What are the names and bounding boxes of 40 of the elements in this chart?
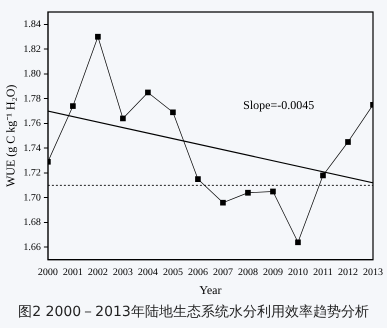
x-tick-label: 2003 bbox=[112, 267, 133, 278]
point bbox=[145, 90, 151, 96]
y-tick-label: 1.80 bbox=[23, 68, 41, 80]
x-tick-label: 2005 bbox=[162, 267, 183, 278]
x-tick-label: 2012 bbox=[338, 267, 358, 278]
x-tick-label: 2000 bbox=[38, 267, 58, 278]
y-tick-label: 1.66 bbox=[23, 242, 41, 253]
point bbox=[270, 188, 276, 194]
y-tick-label: 1.74 bbox=[23, 142, 41, 154]
x-tick-label: 2009 bbox=[262, 267, 283, 278]
point bbox=[320, 172, 326, 178]
point bbox=[70, 103, 76, 109]
y-tick-label: 1.68 bbox=[23, 217, 41, 228]
annotation: Slope=-0.0045 bbox=[243, 98, 314, 112]
x-tick-label: 2001 bbox=[62, 267, 83, 278]
x-tick-label: 2013 bbox=[363, 267, 383, 278]
point bbox=[295, 239, 301, 246]
y-tick-label: 1.78 bbox=[23, 93, 41, 104]
x-tick-label: 2011 bbox=[313, 267, 333, 278]
point bbox=[170, 109, 176, 116]
x-tick-label: 2007 bbox=[212, 267, 233, 278]
caption: 图2 2000－2013年陆地生态系统水分利用效率趋势分析 bbox=[17, 303, 370, 321]
y-tick-label: 1.76 bbox=[23, 118, 41, 130]
x-tick-label: 2004 bbox=[138, 267, 158, 278]
y-tick-label: 1.70 bbox=[23, 192, 41, 204]
y-axis-title: WUE (g C kg⁻¹ H₂O) bbox=[3, 84, 18, 188]
y-tick-label: 1.84 bbox=[23, 19, 41, 30]
point bbox=[95, 34, 101, 40]
y-tick-label: 1.82 bbox=[23, 44, 41, 55]
point bbox=[245, 190, 251, 196]
x-tick-label: 2002 bbox=[88, 267, 108, 278]
point bbox=[120, 116, 126, 122]
point bbox=[220, 200, 226, 206]
x-tick-label: 2010 bbox=[288, 267, 308, 278]
point bbox=[345, 139, 351, 145]
point bbox=[195, 176, 201, 182]
x-tick-label: 2008 bbox=[238, 267, 258, 278]
x-tick-label: 2006 bbox=[188, 267, 208, 278]
x-axis-title: Year bbox=[199, 282, 222, 297]
y-tick-label: 1.72 bbox=[23, 168, 41, 179]
